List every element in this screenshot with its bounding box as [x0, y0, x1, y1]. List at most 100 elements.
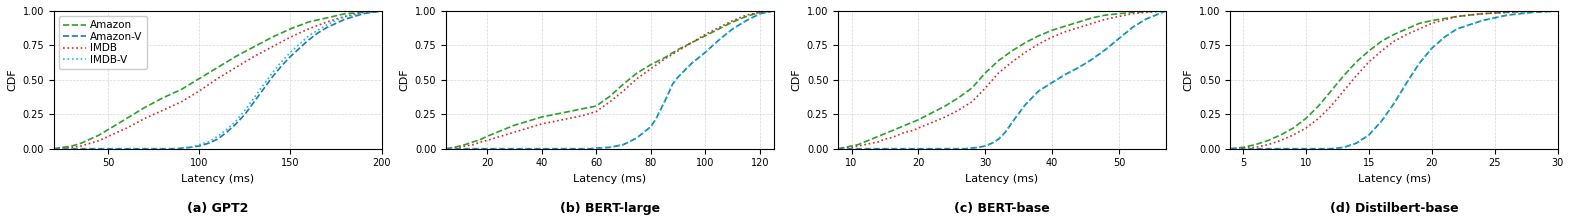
- Amazon-V: [982, 142, 1001, 145]
- Amazon-V: [1334, 146, 1353, 149]
- IMDB-V: [200, 141, 218, 143]
- IMDB: [559, 117, 578, 120]
- Amazon: [456, 143, 474, 146]
- Amazon-V: [255, 88, 273, 91]
- Amazon: [1397, 28, 1415, 30]
- IMDB: [682, 41, 701, 44]
- Amazon-V: [1359, 134, 1378, 136]
- Amazon-V: [317, 26, 336, 29]
- Amazon-V: [437, 147, 456, 150]
- Amazon: [478, 135, 496, 138]
- Amazon-V: [1056, 73, 1075, 76]
- IMDB-V: [963, 147, 982, 149]
- Amazon-V: [723, 28, 742, 30]
- IMDB: [949, 109, 968, 112]
- Amazon: [875, 132, 894, 135]
- IMDB: [1233, 147, 1252, 149]
- Amazon-V: [1434, 36, 1453, 38]
- Amazon: [317, 16, 336, 19]
- Amazon-V: [1321, 147, 1340, 150]
- Amazon: [1136, 10, 1155, 13]
- IMDB: [1109, 15, 1128, 18]
- Amazon: [545, 113, 564, 116]
- IMDB: [80, 142, 99, 145]
- Amazon-V: [976, 145, 994, 147]
- Amazon: [1334, 74, 1353, 77]
- IMDB: [90, 139, 108, 142]
- IMDB-V: [236, 109, 255, 112]
- Amazon: [628, 72, 647, 74]
- Amazon: [353, 11, 372, 14]
- Amazon-V: [1029, 90, 1048, 92]
- IMDB: [171, 101, 190, 103]
- IMDB-V: [1056, 73, 1075, 76]
- Amazon-V: [291, 47, 309, 49]
- Line: Amazon: Amazon: [53, 11, 382, 149]
- Amazon: [856, 141, 875, 143]
- IMDB: [922, 121, 941, 124]
- Amazon-V: [298, 39, 317, 41]
- Amazon: [1524, 10, 1543, 12]
- Amazon: [471, 138, 490, 140]
- IMDB-V: [291, 43, 309, 45]
- IMDB: [298, 28, 317, 30]
- IMDB: [118, 127, 137, 129]
- IMDB-V: [737, 19, 756, 22]
- Amazon: [1056, 25, 1075, 27]
- Amazon: [963, 87, 982, 89]
- IMDB: [710, 26, 729, 29]
- Amazon-V: [647, 117, 666, 120]
- IMDB: [1499, 11, 1518, 14]
- IMDB-V: [1109, 37, 1128, 40]
- Amazon-V: [44, 147, 63, 150]
- IMDB: [1321, 105, 1340, 107]
- X-axis label: Latency (ms): Latency (ms): [181, 174, 255, 184]
- IMDB: [445, 147, 463, 149]
- Amazon: [171, 88, 190, 91]
- IMDB: [533, 123, 551, 125]
- Amazon-V: [1109, 37, 1128, 40]
- IMDB: [504, 131, 523, 133]
- IMDB: [99, 135, 118, 138]
- IMDB: [1422, 22, 1441, 25]
- Amazon: [710, 28, 729, 30]
- X-axis label: Latency (ms): Latency (ms): [1357, 174, 1431, 184]
- Amazon: [463, 141, 482, 143]
- IMDB-V: [317, 23, 336, 26]
- Amazon: [1422, 19, 1441, 22]
- IMDB: [1258, 143, 1277, 146]
- Amazon: [262, 36, 281, 38]
- Line: IMDB-V: IMDB-V: [446, 11, 773, 149]
- Amazon: [226, 55, 245, 58]
- IMDB: [1221, 147, 1240, 150]
- Line: Amazon-V: Amazon-V: [1230, 11, 1558, 149]
- Amazon: [44, 147, 63, 150]
- Amazon-V: [1448, 28, 1467, 30]
- IMDB-V: [308, 29, 327, 31]
- Amazon-V: [1524, 11, 1543, 14]
- Amazon-V: [1384, 102, 1403, 105]
- Amazon-V: [1397, 81, 1415, 84]
- Text: (a) GPT2: (a) GPT2: [187, 202, 248, 215]
- IMDB: [336, 15, 355, 18]
- Line: IMDB: IMDB: [446, 11, 773, 149]
- Amazon: [902, 121, 921, 124]
- IMDB: [353, 11, 372, 14]
- Line: Amazon-V: Amazon-V: [53, 11, 382, 149]
- Amazon-V: [308, 32, 327, 34]
- IMDB: [492, 135, 511, 138]
- IMDB-V: [1043, 81, 1062, 84]
- IMDB-V: [586, 147, 605, 149]
- Amazon-V: [190, 145, 209, 147]
- Amazon: [737, 15, 756, 18]
- IMDB: [463, 143, 482, 146]
- IMDB: [628, 77, 647, 80]
- Amazon-V: [353, 12, 372, 15]
- Amazon: [559, 110, 578, 113]
- IMDB-V: [1123, 26, 1142, 29]
- Y-axis label: CDF: CDF: [399, 69, 408, 91]
- IMDB: [976, 87, 994, 89]
- Amazon-V: [764, 10, 782, 12]
- Amazon: [889, 127, 908, 129]
- IMDB-V: [1016, 103, 1035, 106]
